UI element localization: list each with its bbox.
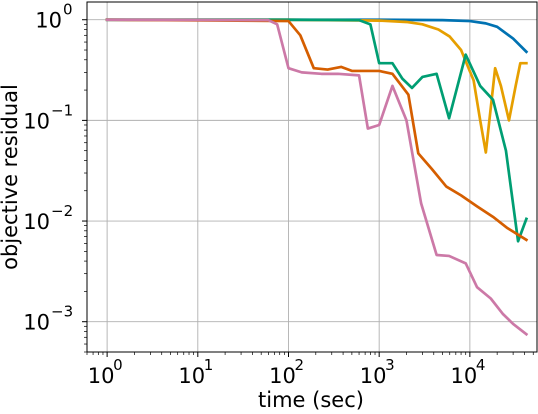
series-line-5 bbox=[105, 18, 529, 337]
x-tick-exponent-3: 3 bbox=[385, 356, 395, 374]
y-tick-exponent-2: −2 bbox=[51, 202, 73, 220]
x-tick-label-1: 10 bbox=[178, 364, 205, 388]
y-tick-label-0: 10 bbox=[35, 9, 62, 33]
y-tick-label-2: 10 bbox=[23, 210, 50, 234]
x-tick-label-4: 10 bbox=[450, 364, 477, 388]
x-axis-label: time (sec) bbox=[258, 388, 364, 410]
y-tick-exponent-0: 0 bbox=[63, 1, 73, 19]
grid-lines bbox=[87, 2, 537, 352]
y-tick-label-3: 10 bbox=[23, 311, 50, 335]
x-tick-label-3: 10 bbox=[360, 364, 387, 388]
y-tick-exponent-1: −1 bbox=[51, 101, 73, 119]
series-line-4 bbox=[105, 18, 529, 242]
series-line-1 bbox=[105, 18, 529, 54]
plot-frame bbox=[86, 1, 538, 353]
series-line-3 bbox=[105, 18, 529, 243]
y-tick-label-1: 10 bbox=[23, 109, 50, 133]
y-tick-exponent-3: −3 bbox=[51, 303, 73, 321]
y-axis-label: objective residual bbox=[0, 84, 22, 270]
x-tick-exponent-2: 2 bbox=[294, 356, 304, 374]
x-tick-label-0: 10 bbox=[88, 364, 115, 388]
x-tick-exponent-1: 1 bbox=[204, 356, 214, 374]
x-tick-label-2: 10 bbox=[269, 364, 296, 388]
series-lines bbox=[105, 18, 529, 337]
x-tick-exponent-0: 0 bbox=[113, 356, 123, 374]
series-line-2 bbox=[105, 18, 528, 154]
x-tick-exponent-4: 4 bbox=[476, 356, 486, 374]
